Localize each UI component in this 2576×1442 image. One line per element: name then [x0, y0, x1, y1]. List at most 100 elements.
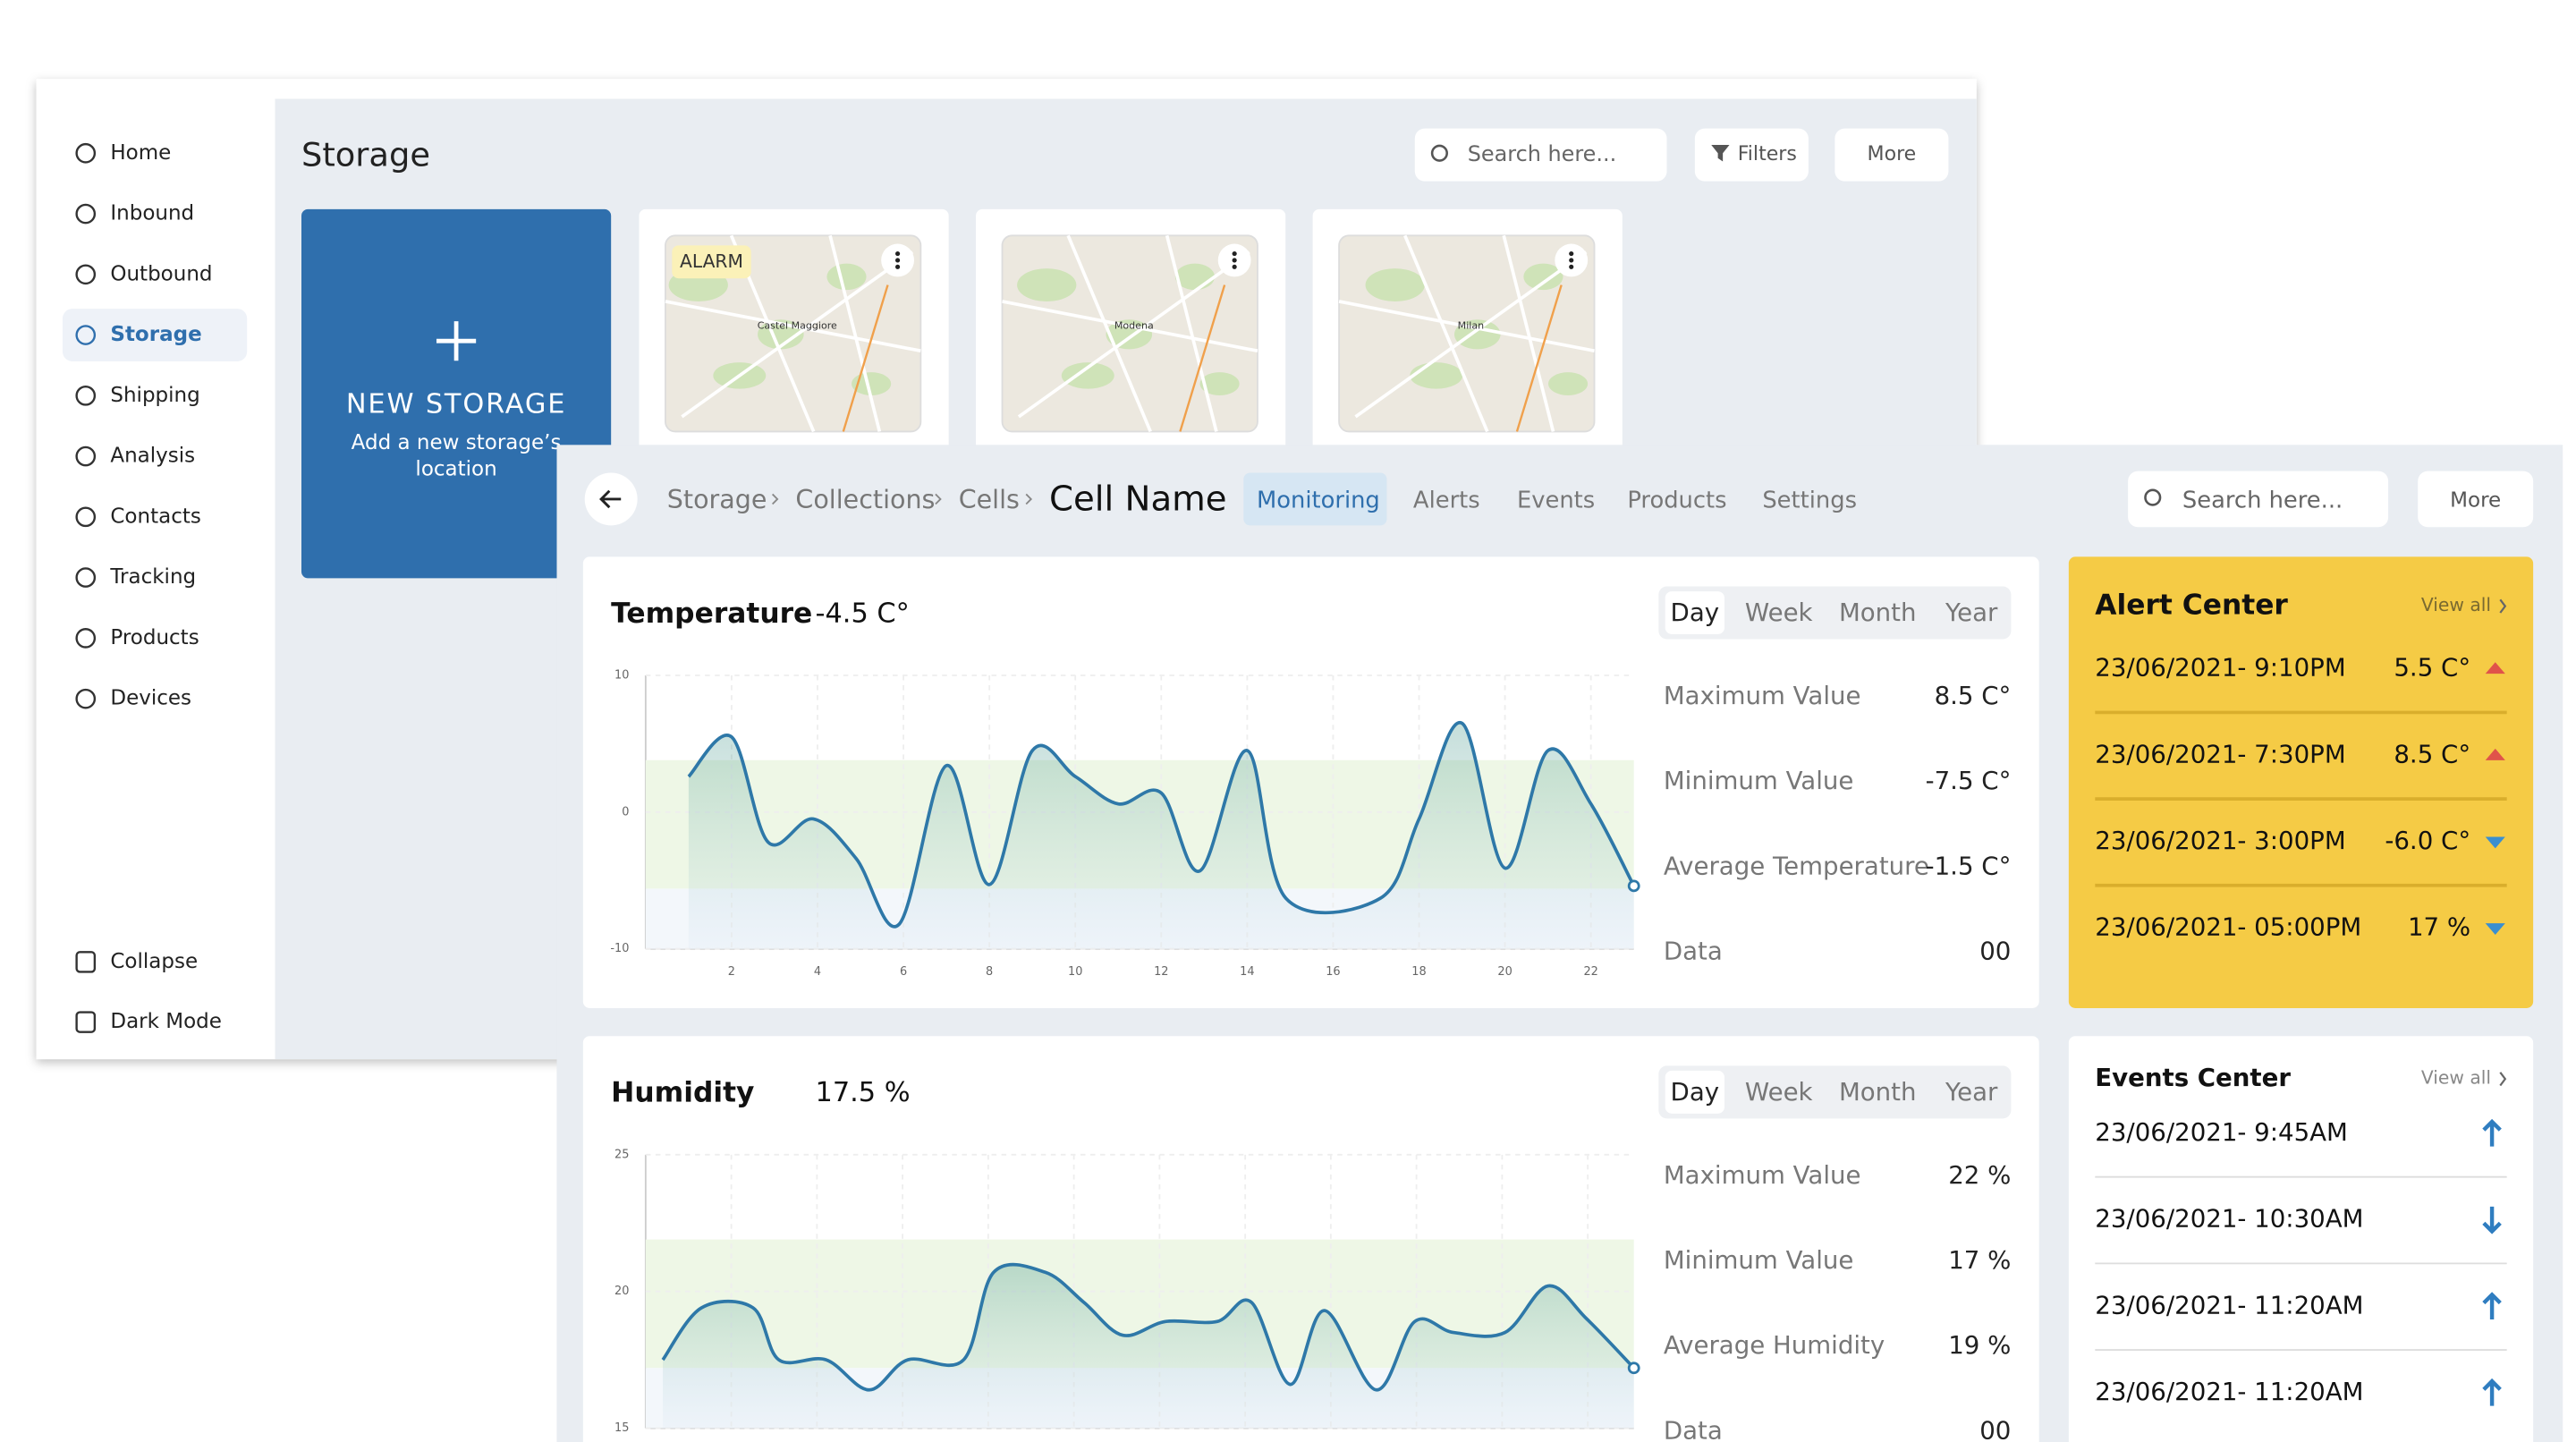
current-value: 17.5 % [816, 1077, 911, 1108]
nav-active-bg [62, 309, 248, 362]
search-input[interactable]: Search here... [2182, 487, 2343, 513]
range-option[interactable]: Day [1671, 1077, 1720, 1107]
button-bg [2128, 471, 2389, 528]
y-tick-label: 15 [614, 1421, 629, 1435]
button-bg [2418, 471, 2534, 528]
menu-dot [1569, 258, 1574, 263]
nav-item[interactable]: Devices [110, 687, 191, 710]
filter-icon [1711, 145, 1730, 162]
nav-item[interactable]: Tracking [109, 565, 196, 589]
map-road [1502, 234, 1555, 432]
nav-icon [75, 951, 97, 973]
x-tick-label: 12 [1154, 965, 1168, 979]
x-tick-label: 22 [1583, 965, 1597, 979]
map-park [1061, 362, 1114, 389]
x-tick-label: 6 [900, 965, 907, 979]
more-button[interactable]: More [1868, 142, 1917, 165]
breadcrumb-item[interactable]: Collections [795, 485, 935, 514]
range-option[interactable]: Week [1745, 1077, 1813, 1107]
map-label: Modena [1114, 320, 1154, 332]
filters-button[interactable]: Filters [1738, 142, 1797, 165]
trend-arrow [2482, 1206, 2502, 1234]
stat-value: 00 [1979, 1415, 2011, 1442]
tab[interactable]: Events [1517, 487, 1595, 513]
stat-label: Maximum Value [1664, 681, 1861, 710]
map-highway [1515, 284, 1563, 432]
breadcrumb-sep [935, 493, 942, 505]
end-marker [1627, 1361, 1640, 1375]
breadcrumb-item[interactable]: Cells [959, 485, 1020, 514]
range-active-bg [1665, 591, 1724, 634]
map-park [1547, 372, 1589, 395]
stat-label: Average Humidity [1664, 1330, 1885, 1360]
range-active-bg [1665, 1070, 1724, 1114]
nav-item[interactable]: Inbound [110, 202, 194, 225]
row-time[interactable]: 23/06/2021- 10:30AM [2095, 1204, 2363, 1234]
map-road [1165, 234, 1218, 432]
more-button[interactable]: More [2450, 488, 2501, 512]
map-road [1338, 300, 1595, 353]
row-time[interactable]: 23/06/2021- 9:10PM [2095, 653, 2345, 683]
stat-value: 8.5 C° [1935, 681, 2012, 710]
row-time[interactable]: 23/06/2021- 7:30PM [2095, 739, 2345, 768]
panel-title: Alert Center [2095, 590, 2288, 622]
nav-item[interactable]: Home [110, 141, 171, 165]
view-all-link[interactable]: View all [2421, 594, 2491, 615]
view-all-link[interactable]: View all [2421, 1067, 2491, 1089]
stat-label: Minimum Value [1664, 1245, 1854, 1275]
range-option[interactable]: Year [1945, 598, 1998, 627]
range-option[interactable]: Month [1839, 598, 1917, 627]
alarm-badge-bg [672, 245, 751, 279]
map-park [1365, 268, 1425, 301]
map-label: Milan [1458, 320, 1484, 332]
tab[interactable]: Alerts [1413, 487, 1480, 513]
breadcrumb-item[interactable]: Storage [667, 485, 767, 514]
nav-item[interactable]: Outbound [110, 262, 212, 285]
y-tick-label: 10 [614, 668, 629, 682]
tab[interactable]: Products [1627, 487, 1726, 513]
nav-icon [75, 506, 97, 528]
map-road [1354, 250, 1588, 419]
x-tick-label: 20 [1497, 965, 1512, 979]
range-option[interactable]: Month [1839, 1077, 1917, 1107]
x-tick-label: 18 [1411, 965, 1426, 979]
x-tick-label: 4 [814, 965, 821, 979]
map-road [1017, 250, 1250, 419]
events-panel [2068, 1036, 2534, 1442]
nav-footer-item[interactable]: Dark Mode [110, 1010, 222, 1033]
back-arrow [599, 489, 622, 509]
range-option[interactable]: Week [1745, 598, 1813, 627]
nav-item[interactable]: Contacts [110, 505, 200, 528]
x-tick-label: 2 [728, 965, 735, 979]
row-time[interactable]: 23/06/2021- 3:00PM [2095, 826, 2345, 855]
range-selector [1658, 586, 2012, 640]
range-selector [1658, 1065, 2012, 1119]
range-option[interactable]: Day [1671, 598, 1720, 627]
row-time[interactable]: 23/06/2021- 11:20AM [2095, 1290, 2363, 1319]
nav-item[interactable]: Analysis [110, 445, 195, 468]
range-option[interactable]: Year [1945, 1077, 1998, 1107]
menu-dot [895, 258, 901, 263]
panel-title: Humidity [611, 1077, 754, 1109]
tab[interactable]: Settings [1762, 487, 1857, 513]
map-park [852, 372, 892, 395]
stat-value: 19 % [1948, 1330, 2011, 1360]
trend-arrow [2485, 748, 2505, 760]
nav-item[interactable]: Storage [110, 323, 201, 346]
cell-window: Storage Collections Cells Cell Name Monitori… [556, 445, 2563, 1442]
map-park [1523, 263, 1563, 291]
row-time[interactable]: 23/06/2021- 05:00PM [2095, 912, 2361, 942]
tab[interactable]: Monitoring [1257, 487, 1380, 513]
nav-footer-item[interactable]: Collapse [110, 950, 198, 973]
search-input[interactable]: Search here... [1468, 141, 1617, 166]
nav-item[interactable]: Shipping [110, 384, 199, 407]
x-tick-label: 16 [1326, 965, 1340, 979]
row-time[interactable]: 23/06/2021- 9:45AM [2095, 1117, 2348, 1147]
nav-item[interactable]: Products [110, 626, 199, 649]
new-storage-subtitle: location [415, 457, 496, 480]
end-marker [1627, 879, 1640, 893]
new-storage-title[interactable]: NEW STORAGE [346, 388, 566, 420]
alarm-badge: ALARM [680, 250, 743, 272]
stat-label: Data [1664, 1415, 1723, 1442]
row-time[interactable]: 23/06/2021- 11:20AM [2095, 1377, 2363, 1406]
